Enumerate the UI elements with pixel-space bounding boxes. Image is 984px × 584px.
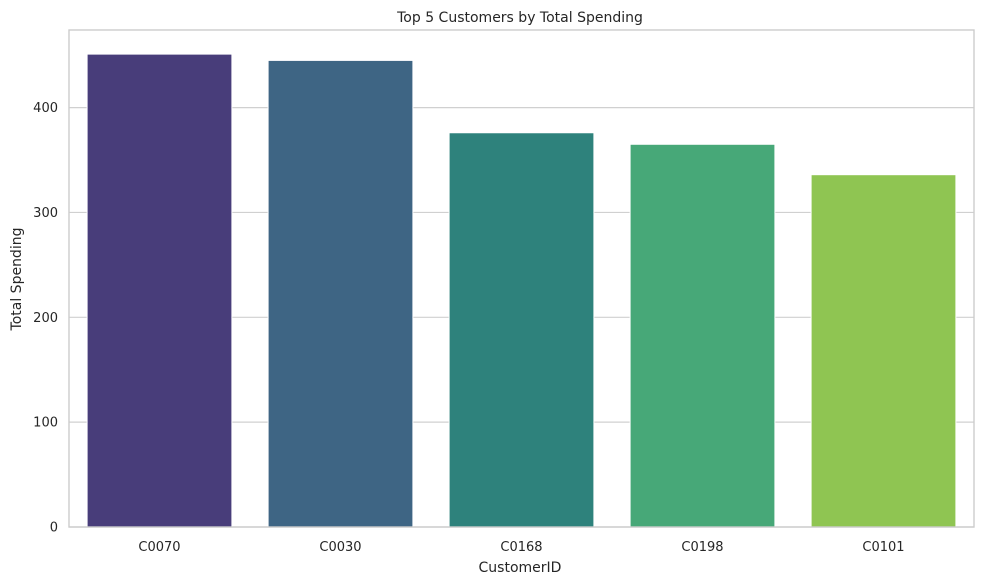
bar-c0070 bbox=[86, 53, 233, 528]
y-tick-label: 0 bbox=[50, 521, 58, 536]
plot-frame bbox=[68, 29, 975, 528]
x-tick-label: C0101 bbox=[862, 540, 904, 555]
x-axis-label: CustomerID bbox=[479, 560, 562, 576]
y-axis-label: Total Spending bbox=[9, 228, 25, 332]
y-tick-labels: 0 100 200 300 400 bbox=[33, 101, 58, 535]
y-tick-label: 100 bbox=[33, 416, 58, 431]
bars bbox=[86, 53, 957, 528]
bar-c0198 bbox=[629, 143, 776, 528]
y-tick-label: 300 bbox=[33, 206, 58, 221]
chart-title: Top 5 Customers by Total Spending bbox=[396, 10, 643, 26]
x-tick-label: C0070 bbox=[138, 540, 180, 555]
y-tick-label: 400 bbox=[33, 101, 58, 116]
x-tick-label: C0168 bbox=[500, 540, 542, 555]
bar-c0101 bbox=[810, 174, 957, 528]
x-tick-label: C0198 bbox=[681, 540, 723, 555]
bar-c0168 bbox=[448, 132, 595, 528]
y-tick-label: 200 bbox=[33, 311, 58, 326]
x-tick-labels: C0070 C0030 C0168 C0198 C0101 bbox=[138, 540, 904, 555]
bar-c0030 bbox=[267, 59, 414, 528]
x-tick-label: C0030 bbox=[319, 540, 361, 555]
